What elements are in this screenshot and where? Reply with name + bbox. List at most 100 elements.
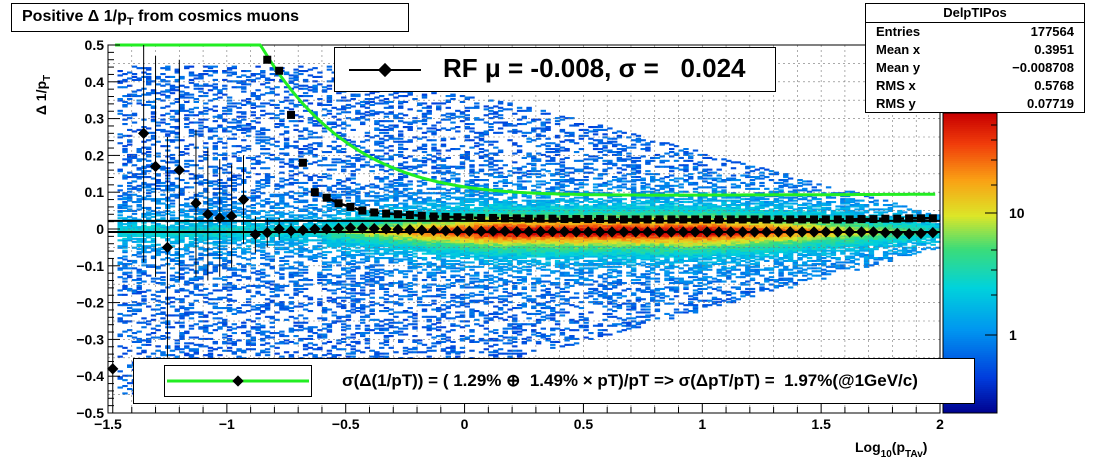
heatmap-cell xyxy=(402,231,409,234)
heatmap-cell xyxy=(222,234,228,237)
heatmap-cell xyxy=(407,127,413,130)
heatmap-cell xyxy=(293,217,299,220)
heatmap-cell xyxy=(203,301,209,304)
heatmap-cell xyxy=(360,258,366,261)
heatmap-cell xyxy=(188,93,195,96)
heatmap-cell xyxy=(212,165,218,168)
heatmap-cell xyxy=(160,236,166,239)
heatmap-cell xyxy=(174,223,180,226)
heatmap-cell xyxy=(283,71,290,74)
heatmap-cell xyxy=(169,115,176,118)
heatmap-cell xyxy=(136,284,142,287)
heatmap-cell xyxy=(146,305,152,308)
heatmap-cell xyxy=(355,239,361,242)
heatmap-cell xyxy=(412,249,418,252)
heatmap-cell xyxy=(417,190,423,193)
heatmap-cell xyxy=(203,271,209,274)
heatmap-cell xyxy=(336,211,342,214)
heatmap-cell xyxy=(160,78,166,81)
heatmap-cell xyxy=(127,196,133,199)
heatmap-cell xyxy=(127,349,133,352)
heatmap-cell xyxy=(331,237,337,240)
heatmap-cell xyxy=(117,226,123,229)
heatmap-cell xyxy=(388,168,394,171)
heatmap-cell xyxy=(160,84,166,87)
heatmap-cell xyxy=(431,237,437,240)
heatmap-cell xyxy=(379,217,385,220)
heatmap-cell xyxy=(226,268,233,271)
heatmap-cell xyxy=(122,202,128,205)
heatmap-cell xyxy=(207,354,214,357)
heatmap-cell xyxy=(293,248,299,251)
heatmap-cell xyxy=(293,317,299,320)
heatmap-cell xyxy=(136,195,142,198)
heatmap-cell xyxy=(398,321,404,324)
heatmap-cell xyxy=(255,73,261,76)
heatmap-cell xyxy=(231,284,237,287)
heatmap-cell xyxy=(150,239,157,242)
heatmap-cell xyxy=(255,180,261,183)
heatmap-cell xyxy=(288,99,295,102)
heatmap-cell xyxy=(393,137,399,140)
heatmap-cell xyxy=(269,103,275,106)
heatmap-cell xyxy=(398,311,404,314)
heatmap-cell xyxy=(174,186,180,189)
heatmap-cell xyxy=(146,77,152,80)
heatmap-cell xyxy=(345,214,352,217)
heatmap-cell xyxy=(193,121,199,124)
heatmap-cell xyxy=(336,195,342,198)
heatmap-cell xyxy=(245,123,252,126)
heatmap-cell xyxy=(122,158,128,161)
heatmap-cell xyxy=(407,183,413,186)
heatmap-cell xyxy=(288,276,295,279)
heatmap-cell xyxy=(136,252,142,255)
heatmap-cell xyxy=(326,214,333,217)
heatmap-cell xyxy=(298,87,304,90)
heatmap-cell xyxy=(160,181,166,184)
heatmap-cell xyxy=(426,315,432,318)
heatmap-cell xyxy=(127,364,133,367)
heatmap-cell xyxy=(426,106,432,109)
heatmap-cell xyxy=(293,218,299,221)
heatmap-cell xyxy=(122,95,128,98)
heatmap-cell xyxy=(421,151,428,154)
heatmap-cell xyxy=(127,262,133,265)
heatmap-cell xyxy=(222,186,228,189)
heatmap-cell xyxy=(407,258,413,261)
heatmap-cell xyxy=(407,218,413,221)
heatmap-cell xyxy=(207,234,214,237)
heatmap-cell xyxy=(155,243,161,246)
heatmap-cell xyxy=(127,158,133,161)
heatmap-cell xyxy=(393,196,399,199)
heatmap-cell xyxy=(255,65,261,68)
heatmap-cell xyxy=(398,151,404,154)
heatmap-cell xyxy=(174,146,180,149)
heatmap-cell xyxy=(236,202,242,205)
heatmap-cell xyxy=(236,262,242,265)
heatmap-cell xyxy=(212,71,218,74)
heatmap-cell xyxy=(279,201,285,204)
heatmap-cell xyxy=(212,109,218,112)
heatmap-cell xyxy=(279,240,285,243)
heatmap-cell xyxy=(388,252,394,255)
heatmap-cell xyxy=(179,267,185,270)
heatmap-cell xyxy=(250,95,256,98)
heatmap-cell xyxy=(426,320,432,323)
heatmap-cell xyxy=(369,280,375,283)
heatmap-cell xyxy=(245,339,252,342)
heatmap-cell xyxy=(431,274,437,277)
heatmap-cell xyxy=(255,187,261,190)
heatmap-cell xyxy=(388,261,394,264)
heatmap-cell xyxy=(222,120,228,123)
heatmap-cell xyxy=(355,159,361,162)
heatmap-cell xyxy=(298,95,304,98)
heatmap-cell xyxy=(402,202,409,205)
heatmap-cell xyxy=(274,156,280,159)
heatmap-cell xyxy=(421,143,428,146)
heatmap-cell xyxy=(236,236,242,239)
heatmap-cell xyxy=(421,279,428,282)
heatmap-cell xyxy=(146,343,152,346)
heatmap-cell xyxy=(369,246,375,249)
heatmap-cell xyxy=(193,336,199,339)
heatmap-cell xyxy=(169,171,176,174)
